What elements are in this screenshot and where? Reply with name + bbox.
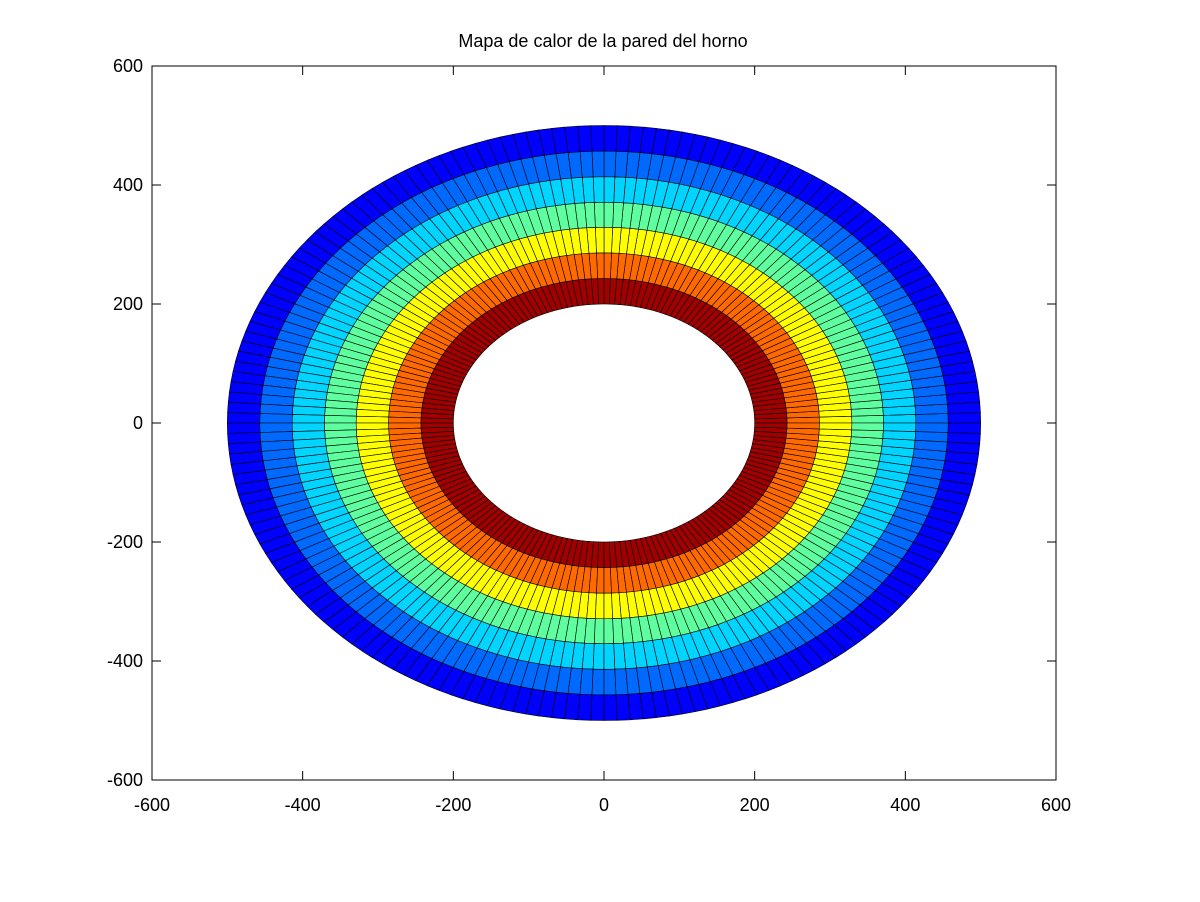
heatmap-cell [591,668,605,696]
heatmap-cell [603,226,613,254]
x-tick-label: 400 [890,795,920,815]
heatmap-cell [612,202,624,229]
heatmap-cell [603,150,617,178]
heatmap-cell [614,150,629,178]
chart-title: Mapa de calor de la pared del horno [458,31,747,51]
heatmap-cell [593,618,605,645]
heatmap-cell [324,407,358,417]
heatmap-cell [613,176,627,204]
heatmap-cell [851,414,884,424]
heatmap-cell [615,125,631,153]
heatmap-cell [947,422,981,434]
heatmap-cell [603,694,618,721]
heatmap-cell [420,417,454,424]
heatmap-cell [592,643,605,670]
x-axis-tick-labels: -600 -400 -200 0 200 400 600 [134,795,1071,815]
heatmap-cell [914,431,949,443]
y-tick-label: 400 [113,175,143,195]
heatmap-cell [591,150,605,178]
heatmap-band [227,125,981,721]
heatmap-cell [603,201,615,228]
heatmap-cell [915,422,949,433]
heatmap-band [355,226,853,620]
heatmap-cell [603,176,616,203]
heatmap-cell [603,668,617,696]
axis-ticks [151,65,1057,781]
heatmap-cell [227,412,261,424]
y-axis-tick-labels: -600 -400 -200 0 200 400 600 [107,56,143,790]
heatmap-cell [947,432,981,445]
y-tick-label: 0 [133,413,143,433]
heatmap-cell [291,422,325,432]
heatmap-cell [324,414,357,424]
x-tick-label: 200 [740,795,770,815]
heatmap-cell [584,617,596,644]
heatmap-cell [355,415,389,424]
x-tick-label: -200 [435,795,471,815]
heatmap-cell [603,592,613,620]
heatmap-cell [259,413,293,424]
x-tick-label: -400 [285,795,321,815]
y-tick-label: 200 [113,294,143,314]
heatmap-cell [577,693,593,721]
heatmap-cell [947,412,981,424]
heatmap-band [324,201,884,645]
heatmap-cell [590,694,605,721]
heatmap-cell [603,252,612,279]
heatmap-cell [603,643,616,670]
heatmap-cell [819,422,853,431]
y-tick-label: -200 [107,532,143,552]
heatmap-cell [754,422,788,429]
x-tick-label: 0 [599,795,609,815]
heatmap-cell [291,414,325,424]
y-tick-label: 600 [113,56,143,76]
heatmap-cell [291,405,326,416]
heatmap-cell [595,592,605,620]
heatmap-cell [603,278,611,305]
y-tick-label: -400 [107,651,143,671]
heatmap-cell [597,541,605,568]
heatmap-cell [915,413,949,424]
heatmap-cell [882,430,917,441]
heatmap-cell [227,422,261,434]
heatmap-cell [581,642,595,670]
heatmap-cell [324,422,357,432]
heatmap-cell [388,416,422,424]
heatmap-cell [259,403,294,415]
heatmap-cell [590,125,605,152]
heatmap-cell [592,176,605,203]
heatmap-cell [851,422,884,432]
heatmap-cell [259,422,293,433]
heatmap-cell [603,125,618,152]
heatmap-annulus [227,125,981,721]
heatmap-cell [227,401,261,414]
heatmap-band [291,176,917,670]
heatmap-cell [593,201,605,228]
heatmap-cell [786,422,820,430]
heatmap-cell [596,567,605,594]
heatmap-cell [883,422,917,432]
y-tick-label: -600 [107,770,143,790]
heatmap-cell [603,618,615,645]
heatmap-cell [595,226,605,254]
heatmap-cell [883,414,917,424]
heatmap-cell [850,429,884,439]
heatmap-cell [579,668,594,696]
x-tick-label: -600 [134,795,170,815]
x-tick-label: 600 [1041,795,1071,815]
